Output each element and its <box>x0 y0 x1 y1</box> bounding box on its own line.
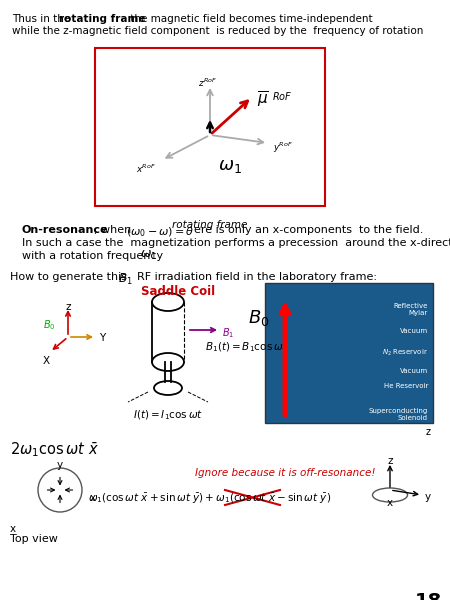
Text: x: x <box>90 493 96 503</box>
Text: x: x <box>10 524 16 534</box>
Text: rotating frame: rotating frame <box>172 220 248 230</box>
Text: z: z <box>65 302 71 312</box>
Text: $B_1$: $B_1$ <box>118 272 133 287</box>
Text: $y^{RoF}$: $y^{RoF}$ <box>273 141 293 155</box>
Text: $(\omega_0 - \omega) =\theta$: $(\omega_0 - \omega) =\theta$ <box>126 225 194 239</box>
Text: $x^{RoF}$: $x^{RoF}$ <box>136 163 156 175</box>
Text: y: y <box>57 460 63 470</box>
Text: z: z <box>387 456 393 466</box>
Text: $RoF$: $RoF$ <box>272 90 292 102</box>
Text: How to generate this: How to generate this <box>10 272 134 282</box>
Bar <box>265 283 433 423</box>
Text: $N_2$ Reservoir: $N_2$ Reservoir <box>382 348 428 358</box>
Text: On-resonance: On-resonance <box>22 225 108 235</box>
Text: while the z-magnetic field component  is reduced by the  frequency of rotation: while the z-magnetic field component is … <box>12 26 423 36</box>
Text: 18: 18 <box>415 592 442 600</box>
Text: z: z <box>426 427 431 437</box>
Text: Saddle Coil: Saddle Coil <box>141 285 215 298</box>
Text: $\omega_1$: $\omega_1$ <box>140 249 157 262</box>
Text: Top view: Top view <box>10 534 58 544</box>
Text: , when: , when <box>94 225 131 235</box>
Text: $B_1(t) = B_1\cos\omega t$: $B_1(t) = B_1\cos\omega t$ <box>205 340 288 353</box>
Text: $B_0$: $B_0$ <box>248 308 270 328</box>
Text: $z^{RoF}$: $z^{RoF}$ <box>198 77 217 89</box>
Text: Vacuum: Vacuum <box>400 368 428 374</box>
Text: In such a case the  magnetization performs a precession  around the x-direction: In such a case the magnetization perform… <box>22 238 450 248</box>
Text: rotating frame: rotating frame <box>59 14 145 24</box>
Text: the magnetic field becomes time-independent: the magnetic field becomes time-independ… <box>127 14 373 24</box>
Text: ere is only an x-components  to the field.: ere is only an x-components to the field… <box>194 225 423 235</box>
Text: Vacuum: Vacuum <box>400 328 428 334</box>
Text: x: x <box>387 498 393 508</box>
Text: Ignore because it is off-resonance!: Ignore because it is off-resonance! <box>195 468 375 478</box>
Bar <box>95 48 325 206</box>
Text: $\omega_1$: $\omega_1$ <box>218 157 242 175</box>
Text: $I(t) = I_1\cos\omega t$: $I(t) = I_1\cos\omega t$ <box>133 408 203 422</box>
Text: $B_0$: $B_0$ <box>43 318 56 332</box>
Text: $B_1$: $B_1$ <box>222 326 234 340</box>
Text: X: X <box>42 356 50 366</box>
Text: with a rotation frequency: with a rotation frequency <box>22 251 163 261</box>
Text: $\omega_1(\cos\omega t\ \bar{x}+\sin\omega t\ \bar{y})+\omega_1(\cos\omega t\ \b: $\omega_1(\cos\omega t\ \bar{x}+\sin\ome… <box>88 492 331 506</box>
Text: Thus in the: Thus in the <box>12 14 73 24</box>
Text: y: y <box>425 492 431 502</box>
Text: $\overline{\mu}$: $\overline{\mu}$ <box>257 90 269 110</box>
Text: Reflective
Mylar: Reflective Mylar <box>394 303 428 316</box>
Text: RF irradiation field in the laboratory frame:: RF irradiation field in the laboratory f… <box>130 272 377 282</box>
Text: He Reservoir: He Reservoir <box>383 383 428 389</box>
Text: $2\omega_1\cos\omega t\ \bar{x}$: $2\omega_1\cos\omega t\ \bar{x}$ <box>10 440 99 459</box>
Text: Superconducting
Solenoid: Superconducting Solenoid <box>369 408 428 421</box>
Text: Y: Y <box>99 333 105 343</box>
